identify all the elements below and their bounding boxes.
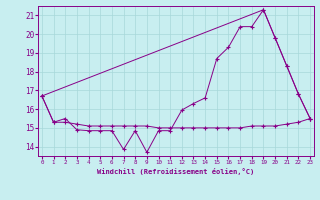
X-axis label: Windchill (Refroidissement éolien,°C): Windchill (Refroidissement éolien,°C): [97, 168, 255, 175]
